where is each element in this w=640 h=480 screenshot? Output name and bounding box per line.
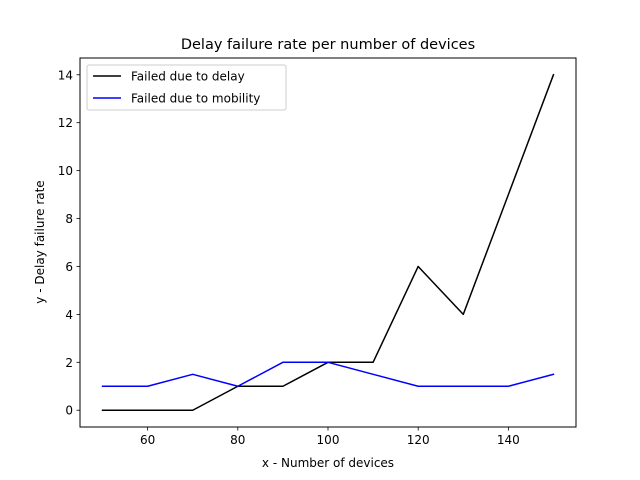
y-tick-label: 4 xyxy=(65,308,73,322)
plot-area xyxy=(101,73,555,411)
y-tick-label: 6 xyxy=(65,260,73,274)
x-tick-label: 100 xyxy=(317,433,340,447)
y-tick-label: 8 xyxy=(65,212,73,226)
x-tick-label: 80 xyxy=(230,433,245,447)
legend-box xyxy=(86,64,287,111)
x-tick-label: 60 xyxy=(140,433,155,447)
x-axis: 60 80 100 120 140 xyxy=(140,427,520,447)
x-axis-title: x - Number of devices xyxy=(262,456,394,470)
y-tick-label: 10 xyxy=(58,164,73,178)
x-tick-label: 120 xyxy=(407,433,430,447)
y-tick-label: 0 xyxy=(65,404,73,418)
y-tick-label: 12 xyxy=(58,116,73,130)
x-tick-label: 140 xyxy=(497,433,520,447)
chart-title: Delay failure rate per number of devices xyxy=(181,37,475,53)
legend: Failed due to delay Failed due to mobili… xyxy=(86,64,287,111)
y-axis-title: y - Delay failure rate xyxy=(33,180,47,303)
legend-label-delay: Failed due to delay xyxy=(131,70,245,84)
y-tick-label: 2 xyxy=(65,356,73,370)
y-tick-label: 14 xyxy=(58,68,73,82)
legend-label-mobility: Failed due to mobility xyxy=(131,92,260,106)
y-axis: 0 2 4 6 8 10 12 14 xyxy=(58,68,80,418)
series-line-mobility xyxy=(101,361,555,388)
